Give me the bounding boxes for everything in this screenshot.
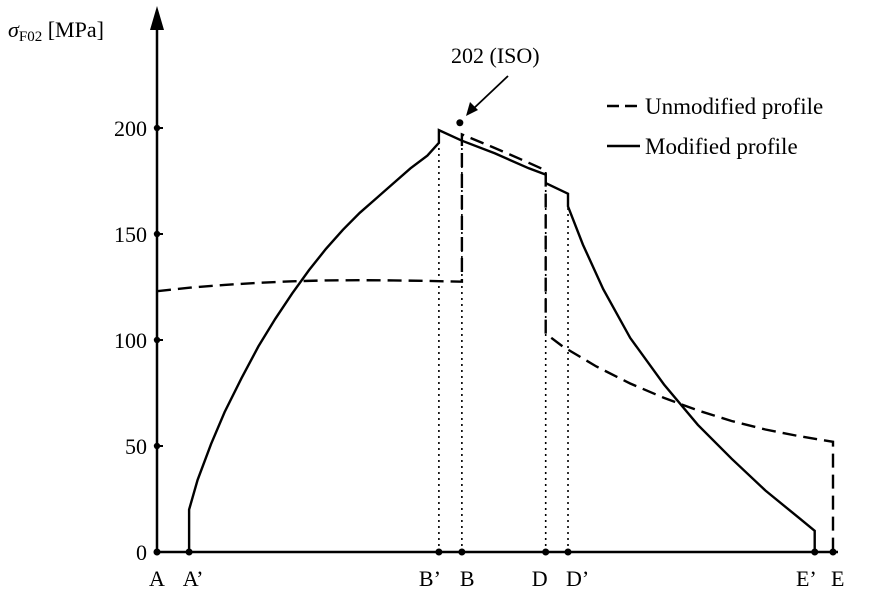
series-modified-profile	[187, 128, 816, 552]
y-axis-label-subscript: F02	[19, 29, 42, 45]
x-point-dot	[185, 548, 193, 556]
y-tick-dot	[153, 230, 161, 238]
x-point-dot	[829, 548, 837, 556]
x-point-dot	[542, 548, 550, 556]
x-point-dot	[153, 548, 161, 556]
x-point-label: B’	[419, 566, 441, 591]
series-group	[156, 128, 835, 552]
x-ticks: A A’ B’ B D D’ E’ E	[149, 548, 844, 591]
y-axis-label-symbol: σ	[8, 17, 20, 42]
y-axis-arrow-icon	[150, 6, 164, 30]
y-ticks: 0 50 100 150 200	[114, 116, 163, 565]
y-tick-dot	[153, 442, 161, 450]
x-point-label: A’	[183, 566, 204, 591]
y-tick-label: 150	[114, 222, 147, 247]
x-point-label: E	[831, 566, 844, 591]
y-tick-dot	[153, 336, 161, 344]
legend-label-unmodified: Unmodified profile	[645, 94, 823, 119]
series-unmodified-profile	[156, 132, 835, 552]
y-tick-label: 100	[114, 328, 147, 353]
y-axis-label: σF02 [MPa]	[8, 17, 104, 45]
x-point-dot	[435, 548, 443, 556]
iso-annotation-label: 202 (ISO)	[451, 43, 540, 68]
x-point-dot	[811, 548, 819, 556]
y-tick-label: 0	[136, 540, 147, 565]
x-point-label: D’	[566, 566, 589, 591]
iso-annotation-arrow-line	[471, 75, 509, 111]
x-point-label: E’	[796, 566, 817, 591]
guide-lines	[438, 134, 569, 552]
y-axis-label-unit: [MPa]	[42, 17, 104, 42]
y-tick-label: 50	[125, 434, 147, 459]
x-point-label: A	[149, 566, 165, 591]
iso-point	[456, 119, 464, 127]
x-point-label: D	[532, 566, 548, 591]
x-point-dot	[458, 548, 466, 556]
y-tick-dot	[153, 124, 161, 132]
x-point-label: B	[460, 566, 475, 591]
x-point-dot	[564, 548, 572, 556]
y-tick-label: 200	[114, 116, 147, 141]
legend-label-modified: Modified profile	[645, 134, 798, 159]
iso-annotation-arrowhead-icon	[466, 102, 478, 116]
legend: Unmodified profile Modified profile	[607, 94, 823, 159]
